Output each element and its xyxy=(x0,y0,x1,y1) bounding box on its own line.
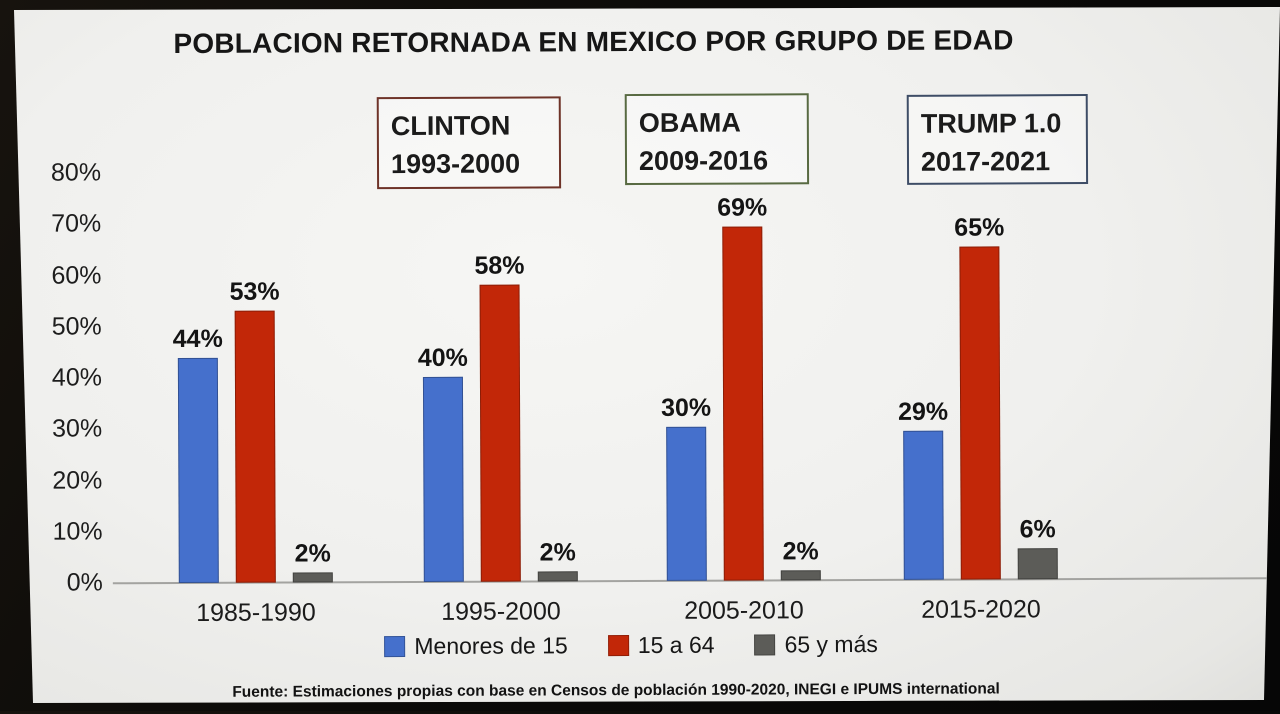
legend-label: 65 y más xyxy=(784,630,878,658)
bar-65-y-más xyxy=(1017,548,1058,580)
y-axis-tick: 50% xyxy=(51,312,102,341)
category-label: 1995-2000 xyxy=(441,597,561,626)
legend-item: Menores de 15 xyxy=(384,632,568,660)
bar-value-label: 2% xyxy=(539,538,576,567)
bar-chart-plot-area: 80% 70% 60% 50% 40% 30% 20% 10% 0% 44% 53% 2% 1985-1… xyxy=(51,158,1270,627)
legend-swatch xyxy=(384,636,406,658)
bar-value-label: 44% xyxy=(172,324,223,353)
legend-item: 15 a 64 xyxy=(607,631,715,659)
bar-menores-de-15 xyxy=(666,426,707,581)
bar-value-label: 58% xyxy=(474,251,525,280)
chart-title: POBLACION RETORNADA EN MEXICO POR GRUPO … xyxy=(173,24,1014,60)
chart-legend: Menores de 15 15 a 64 65 y más xyxy=(14,629,1261,661)
clinton-years: 1993-2000 xyxy=(390,148,521,180)
bar-value-label: 30% xyxy=(660,393,712,423)
clinton-label: CLINTON xyxy=(390,110,511,142)
y-axis-tick: 20% xyxy=(52,465,103,495)
source-note: Fuente: Estimaciones propias con base en… xyxy=(232,680,1000,703)
legend-swatch xyxy=(754,634,776,656)
legend-label: Menores de 15 xyxy=(414,632,568,659)
bar-65-y-más xyxy=(780,569,821,581)
bar-value-label: 53% xyxy=(229,277,280,307)
y-axis-tick: 30% xyxy=(52,414,103,443)
legend-label: 15 a 64 xyxy=(637,631,715,659)
bar-15-a-64 xyxy=(479,284,521,582)
obama-years: 2009-2016 xyxy=(638,145,769,177)
bar-value-label: 6% xyxy=(1019,515,1056,544)
y-axis-tick: 40% xyxy=(51,363,102,392)
bar-menores-de-15 xyxy=(422,376,464,582)
legend-item: 65 y más xyxy=(754,630,878,659)
bar-value-label: 65% xyxy=(954,213,1005,242)
trump-years: 2017-2021 xyxy=(920,146,1051,177)
y-axis-tick: 60% xyxy=(51,260,102,290)
category-label: 2005-2010 xyxy=(684,596,804,625)
bar-65-y-más xyxy=(537,571,578,582)
clinton-period-box: CLINTON 1993-2000 xyxy=(376,96,562,190)
bar-value-label: 40% xyxy=(417,343,468,372)
bar-value-label: 69% xyxy=(717,193,768,223)
trump-period-box: TRUMP 1.0 2017-2021 xyxy=(906,94,1089,185)
bar-menores-de-15 xyxy=(177,357,219,584)
bar-menores-de-15 xyxy=(903,431,944,580)
y-axis-tick: 80% xyxy=(50,158,102,187)
bar-65-y-más xyxy=(292,572,333,583)
y-axis-tick: 10% xyxy=(52,517,103,546)
y-axis-tick: 0% xyxy=(66,568,103,597)
obama-period-box: OBAMA 2009-2016 xyxy=(624,93,810,186)
category-label: 1985-1990 xyxy=(196,598,316,627)
obama-label: OBAMA xyxy=(638,107,741,139)
legend-swatch xyxy=(607,635,629,657)
y-axis-tick: 70% xyxy=(51,209,102,238)
trump-label: TRUMP 1.0 xyxy=(920,108,1062,139)
bar-15-a-64 xyxy=(722,226,764,581)
category-label: 2015-2020 xyxy=(921,595,1041,624)
bar-value-label: 29% xyxy=(898,398,949,427)
bar-value-label: 2% xyxy=(782,536,819,566)
bar-value-label: 2% xyxy=(294,539,331,568)
